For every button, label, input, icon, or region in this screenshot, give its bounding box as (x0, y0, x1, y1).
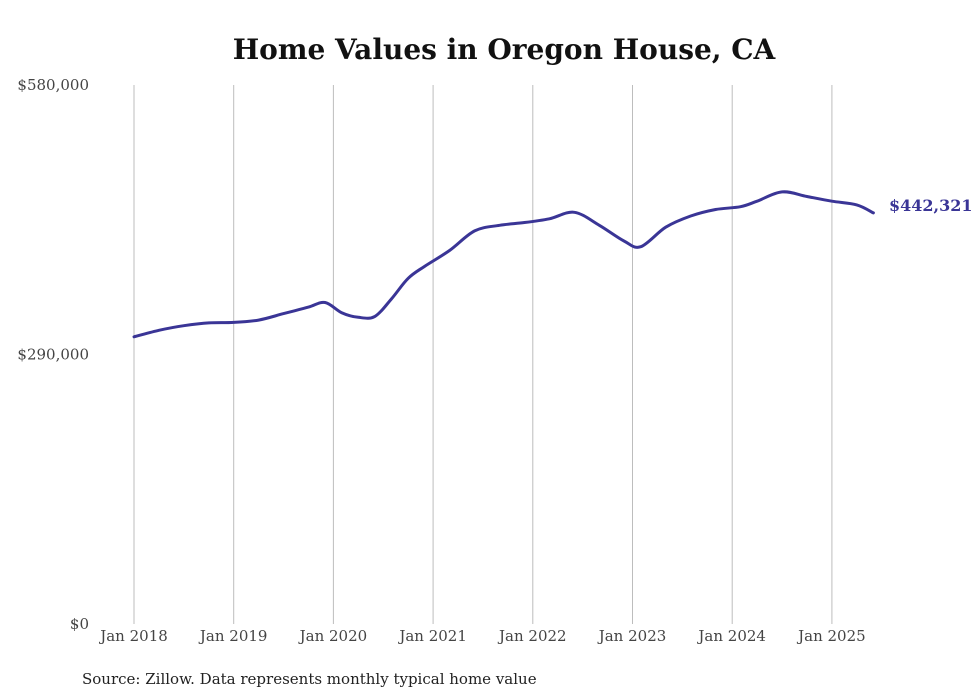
y-axis-tick-labels: $0 $290,000 $580,000 (17, 76, 89, 633)
x-tick-label: Jan 2024 (696, 627, 766, 645)
chart-title: Home Values in Oregon House, CA (233, 33, 777, 66)
series-layer (132, 190, 875, 339)
x-tick-label: Jan 2022 (497, 627, 567, 645)
x-tick-label: Jan 2019 (198, 627, 268, 645)
source-note: Source: Zillow. Data represents monthly … (82, 670, 537, 688)
x-tick-label: Jan 2018 (98, 627, 168, 645)
x-tick-label: Jan 2025 (796, 627, 866, 645)
series-line-0 (132, 190, 875, 339)
x-tick-label: Jan 2020 (298, 627, 368, 645)
x-axis-tick-labels: Jan 2018 Jan 2019 Jan 2020 Jan 2021 Jan 2022… (98, 627, 865, 645)
y-tick-label: $0 (70, 615, 89, 633)
y-tick-label: $290,000 (17, 346, 89, 364)
x-tick-label: Jan 2023 (597, 627, 667, 645)
last-value-label: $442,321 (889, 196, 973, 215)
grid-lines (133, 85, 833, 624)
y-tick-label: $580,000 (17, 76, 89, 94)
x-tick-label: Jan 2021 (397, 627, 467, 645)
